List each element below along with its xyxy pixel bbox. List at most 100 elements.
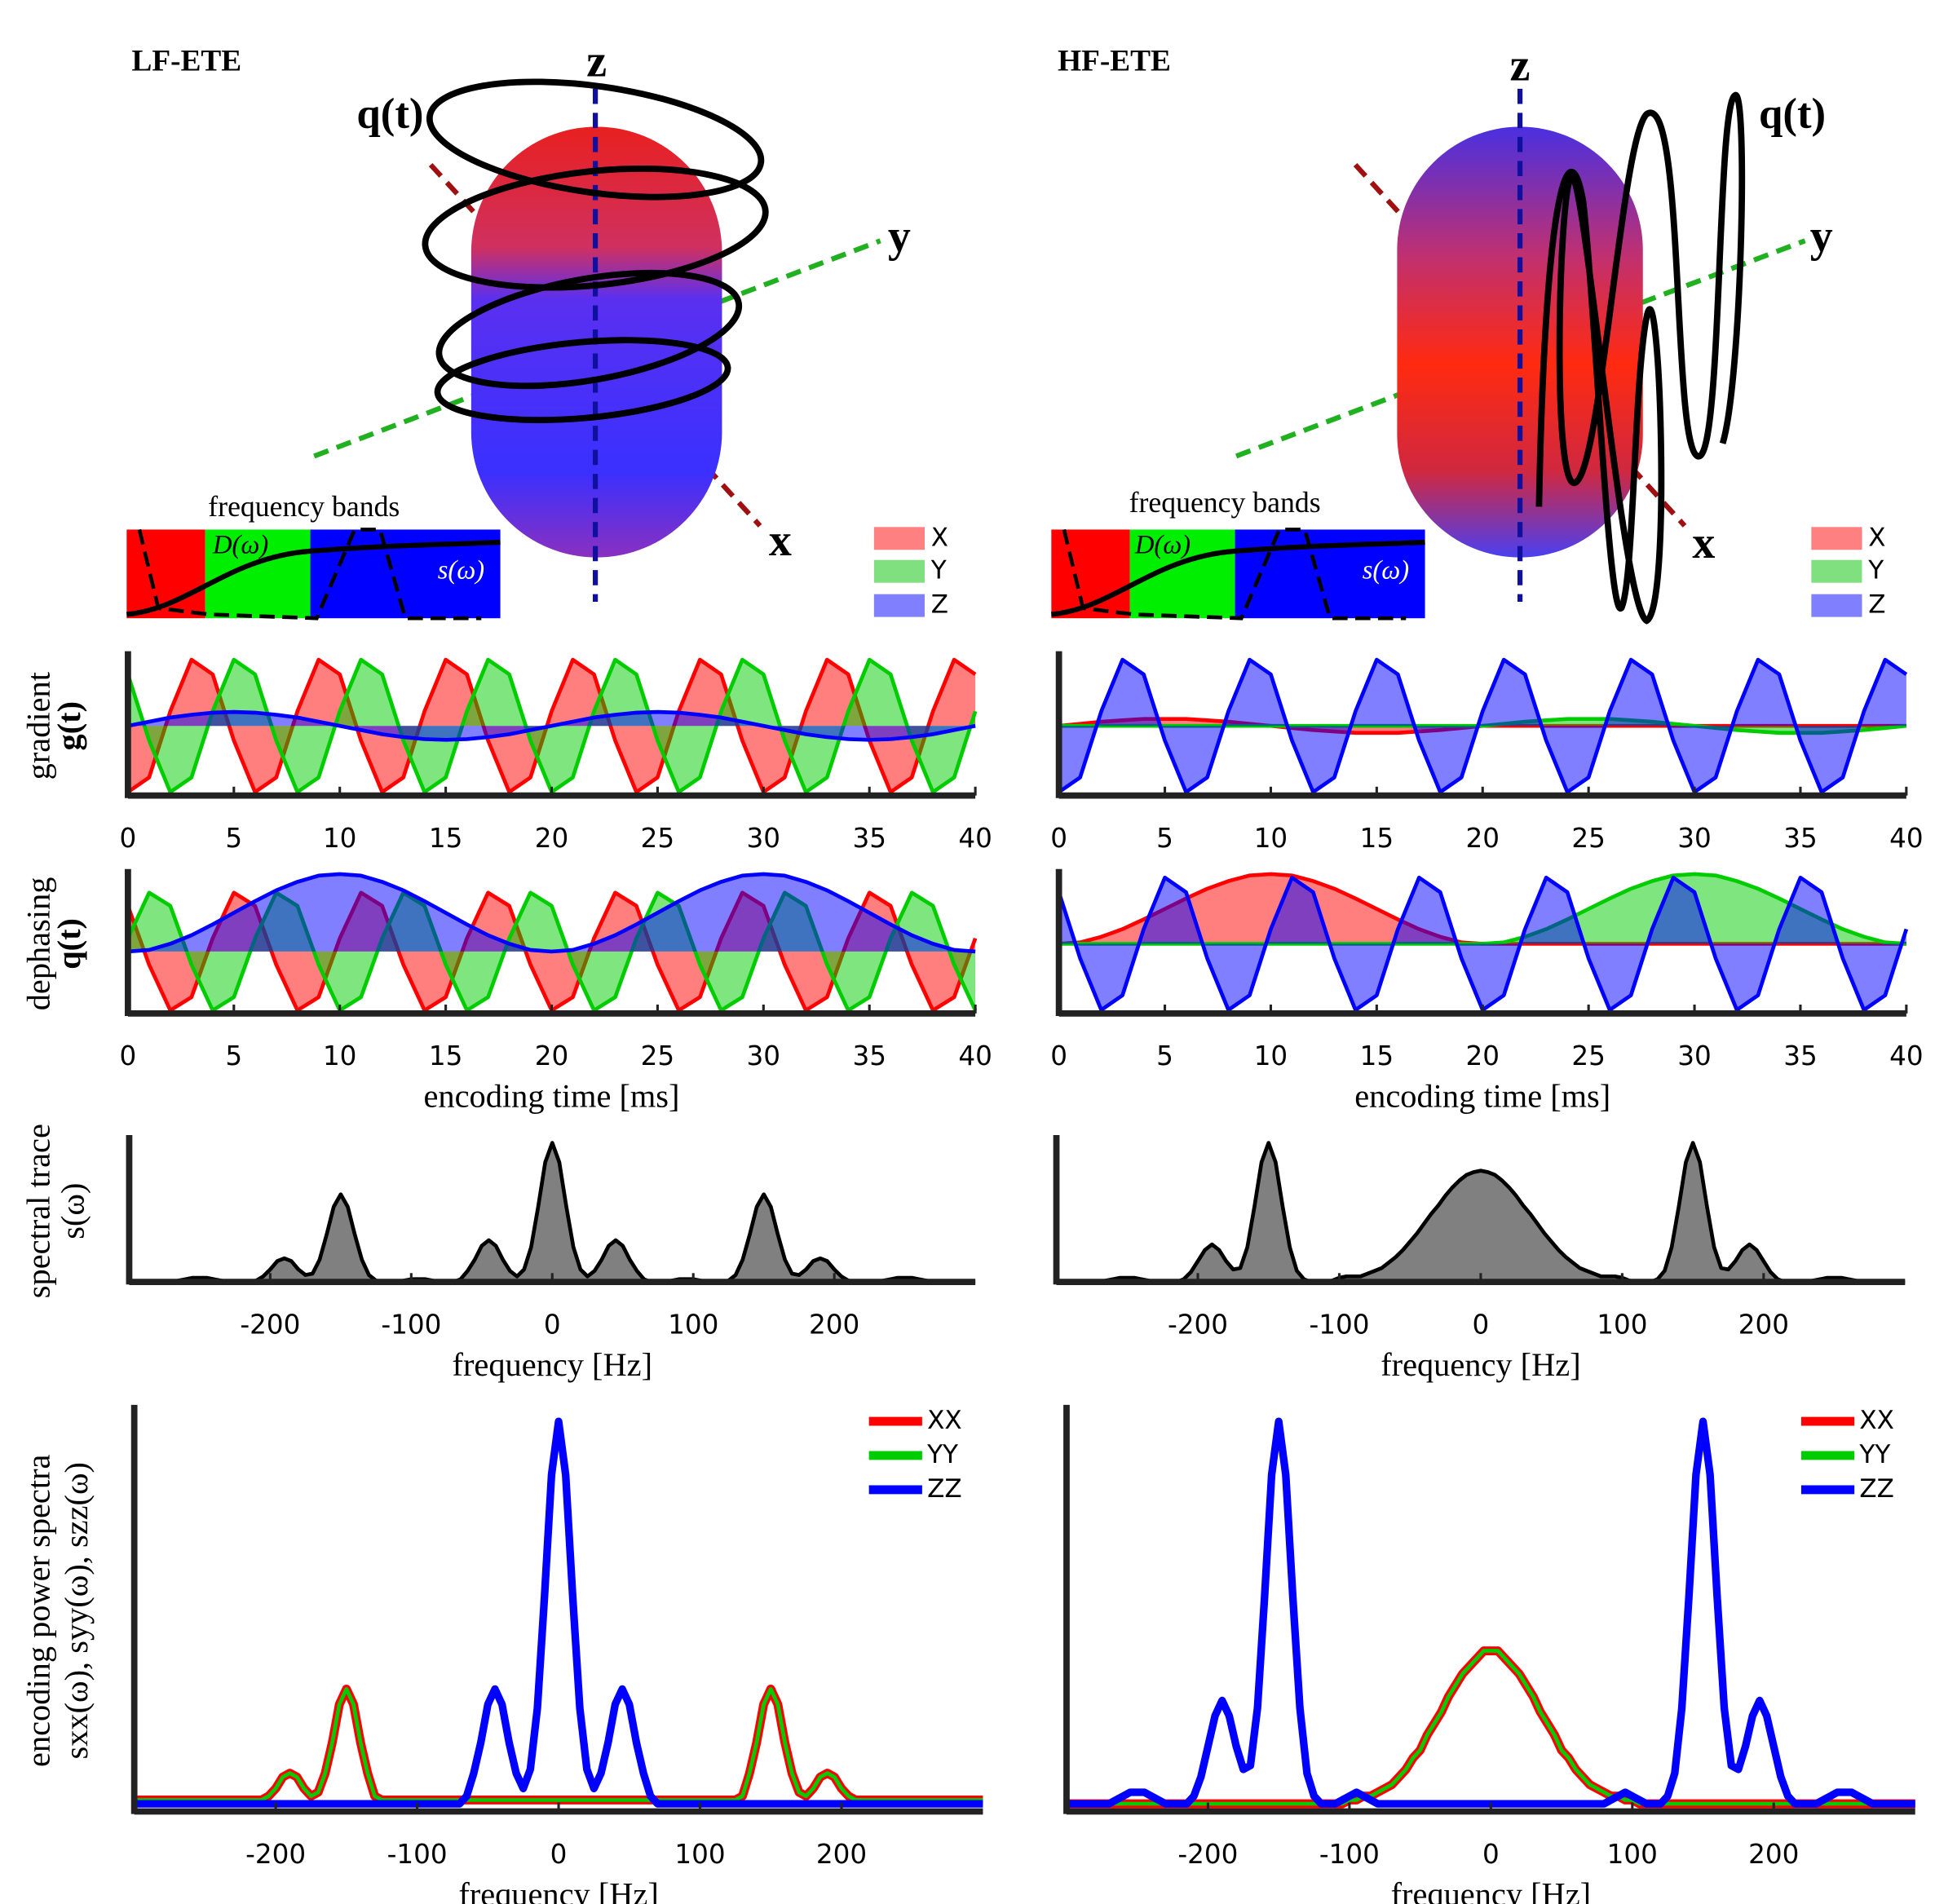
x-tick-label: 30 — [747, 823, 781, 854]
x-axis-label: encoding time [ms] — [424, 1078, 680, 1115]
line — [134, 1687, 983, 1802]
band — [1129, 529, 1235, 619]
axis-label: y — [888, 211, 911, 262]
legend-label: YY — [1858, 1440, 1891, 1469]
x-tick-label: 25 — [641, 1040, 675, 1071]
chart-panel: -200 -100 0 100 200 frequency [Hz] spectral tr… — [20, 1124, 976, 1383]
trajectory-label: q(t) — [1759, 91, 1826, 138]
axis-label: y — [1810, 211, 1833, 262]
x-tick-label: 100 — [1607, 1839, 1658, 1870]
legend-label: YY — [926, 1440, 959, 1469]
bands-title: frequency bands — [208, 490, 400, 523]
area — [129, 1142, 976, 1283]
legend-label: Y — [1867, 556, 1884, 585]
band-curve — [1051, 539, 1425, 617]
line — [1058, 657, 1908, 794]
trajectory-label: q(t) — [356, 91, 423, 138]
axis-label: z — [586, 37, 607, 87]
x-tick-label: 30 — [747, 1040, 781, 1071]
band-curve — [137, 528, 482, 621]
x-tick-label: 200 — [1748, 1839, 1799, 1870]
legend-swatch — [1811, 559, 1862, 583]
legend-label: X — [931, 523, 948, 552]
x-tick-label: 5 — [225, 1040, 242, 1071]
x-axis-label: frequency [Hz] — [1391, 1875, 1591, 1904]
x-tick-label: 40 — [1889, 823, 1924, 854]
band — [205, 529, 311, 619]
legend-label: Z — [931, 590, 948, 620]
area — [1058, 877, 1906, 1010]
band-curve — [1062, 528, 1407, 621]
x-tick-label: 40 — [1889, 1040, 1924, 1071]
panel-title: LF-ETE — [132, 44, 242, 77]
legend-label: XX — [927, 1406, 962, 1435]
area — [127, 873, 976, 952]
x-tick-label: 200 — [816, 1839, 867, 1870]
x-tick-label: 10 — [323, 823, 357, 854]
x-tick-label: -100 — [1319, 1839, 1380, 1870]
x-tick-label: -200 — [1168, 1310, 1228, 1341]
x-tick-label: 15 — [1360, 823, 1394, 854]
x-axis-label: frequency [Hz] — [1381, 1346, 1580, 1383]
x-tick-label: 100 — [674, 1839, 725, 1870]
x-tick-label: 5 — [1156, 823, 1173, 854]
x-tick-label: 0 — [544, 1310, 561, 1341]
x-tick-label: 100 — [668, 1310, 718, 1341]
x-tick-label: 35 — [1783, 823, 1818, 854]
band-label: s(ω) — [438, 556, 484, 585]
line — [134, 1417, 983, 1808]
y-axis-label: gradient — [20, 672, 57, 780]
line — [134, 1684, 983, 1805]
x-tick-label: 20 — [1466, 823, 1500, 854]
chart-panel: 0 5 10 15 20 25 30 35 40 encoding time [ms] dephas… — [20, 868, 992, 1115]
x-tick-label: 40 — [958, 823, 992, 854]
x-tick-label: 35 — [852, 823, 886, 854]
x-tick-label: 30 — [1677, 823, 1712, 854]
band-label: D(ω) — [1134, 531, 1191, 560]
x-tick-label: 0 — [1473, 1310, 1490, 1341]
legend-swatch — [1811, 527, 1862, 550]
chart-panel: -200 -100 0 100 200 frequency [Hz] — [1053, 1134, 1906, 1383]
x-tick-label: -100 — [387, 1839, 448, 1870]
axis-label: x — [1692, 518, 1715, 568]
y-axis-symbol: s(ω) — [54, 1183, 91, 1239]
area — [1058, 660, 1906, 793]
x-tick-label: -200 — [245, 1839, 306, 1870]
x-tick-label: -200 — [1177, 1839, 1238, 1870]
x-tick-label: 40 — [958, 1040, 992, 1071]
x-tick-label: 5 — [1156, 1040, 1173, 1071]
panel-title: HF-ETE — [1058, 44, 1171, 77]
x-tick-label: 20 — [1466, 1040, 1500, 1071]
x-tick-label: 0 — [1050, 1040, 1067, 1071]
trajectory — [422, 78, 769, 423]
y-axis-label: dephasing — [20, 877, 57, 1011]
trajectory — [1535, 91, 1746, 625]
line — [127, 872, 976, 954]
legend-label: X — [1868, 523, 1885, 552]
chart-panel: -200 -100 0 100 200 frequency [Hz] encoding po… — [20, 1404, 983, 1904]
x-tick-label: 30 — [1677, 1040, 1712, 1071]
x-axis-label: encoding time [ms] — [1354, 1078, 1610, 1115]
line — [126, 657, 977, 794]
y-axis-label: encoding power spectra — [20, 1454, 57, 1766]
x-tick-label: 25 — [641, 823, 675, 854]
chart-panel: -200 -100 0 100 200 frequency [Hz] XX YY ZZ — [1063, 1404, 1915, 1904]
chart-panel: 0 5 10 15 20 25 30 35 40 — [1050, 651, 1924, 854]
x-tick-label: 0 — [120, 1040, 137, 1071]
legend-swatch — [873, 559, 925, 583]
illustration-right: HF-ETE q(t) z y x frequency bands D(ω) s… — [1051, 40, 1886, 625]
y-axis-symbol: g(t) — [51, 701, 87, 751]
y-axis-label: spectral trace — [20, 1124, 57, 1298]
x-tick-label: -100 — [1309, 1310, 1369, 1341]
x-tick-label: 0 — [120, 823, 137, 854]
x-axis-label: frequency [Hz] — [453, 1346, 652, 1383]
x-tick-label: 20 — [535, 823, 569, 854]
x-tick-label: -200 — [240, 1310, 300, 1341]
x-tick-label: 200 — [1738, 1310, 1789, 1341]
legend-swatch — [873, 594, 925, 617]
line — [1066, 1649, 1915, 1806]
band-label: s(ω) — [1363, 556, 1409, 585]
legend-label: ZZ — [1859, 1474, 1894, 1504]
